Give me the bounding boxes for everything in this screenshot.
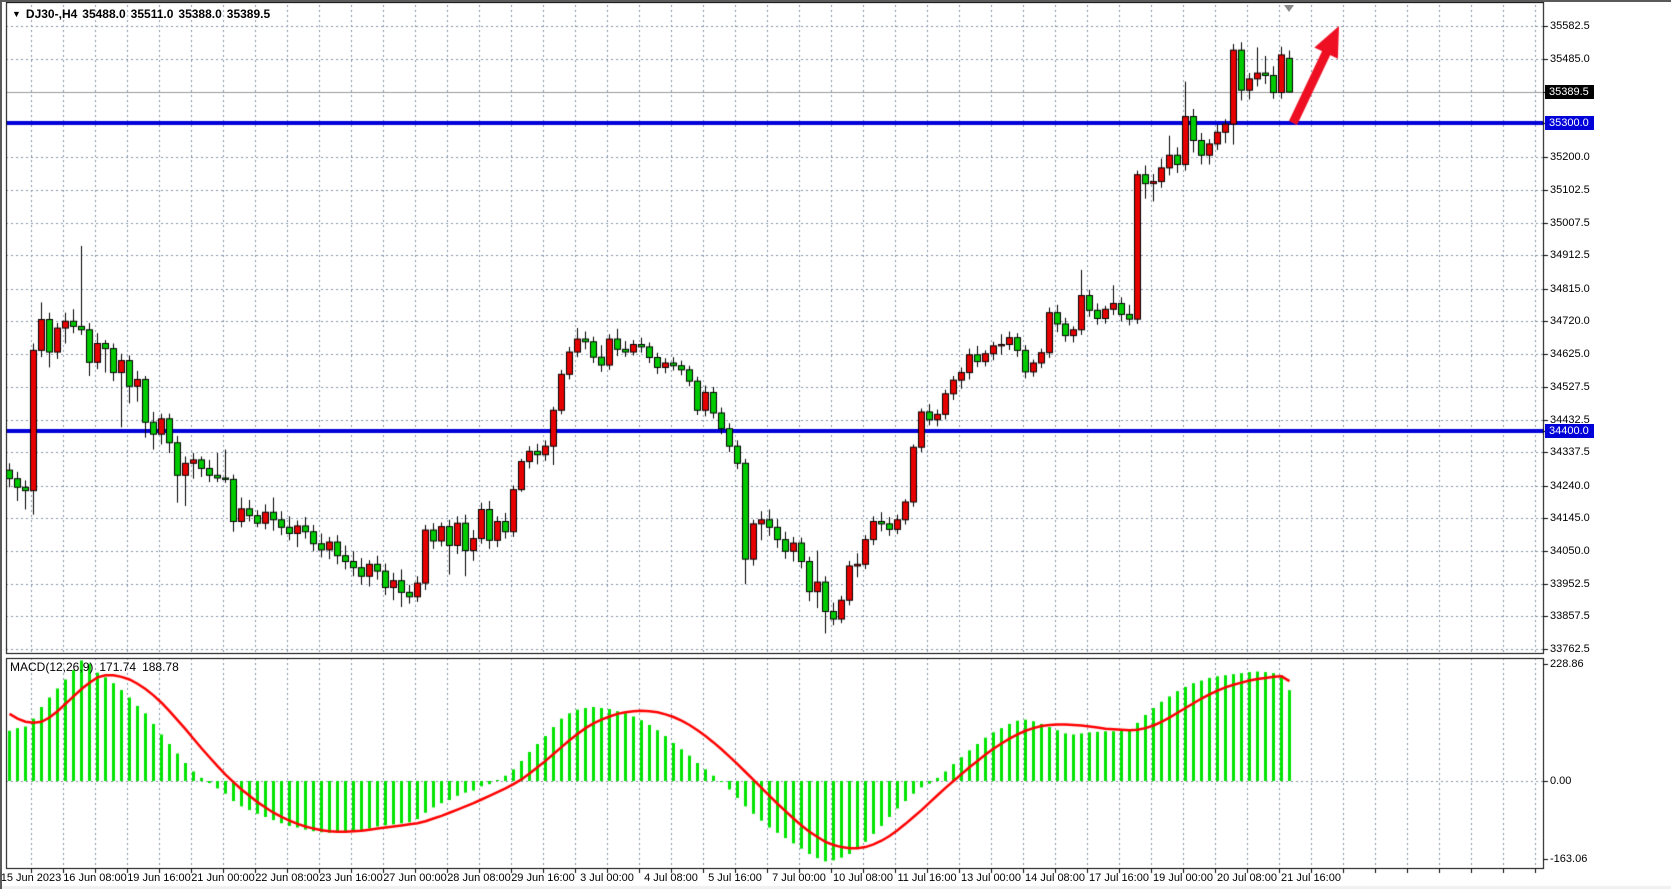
chart-end-marker-icon[interactable] — [1284, 5, 1294, 12]
price-axis-label: 34527.5 — [1550, 381, 1590, 394]
price-axis-label: 33857.5 — [1550, 610, 1590, 623]
time-axis-label: 16 Jun 08:00 — [63, 872, 127, 884]
price-axis-label: 33952.5 — [1550, 577, 1590, 590]
macd-indicator-label: MACD(12,26,9) 171.74 188.78 — [10, 660, 179, 674]
price-axis-label: 35102.5 — [1550, 184, 1590, 197]
bar-low-value: 35388.0 — [178, 7, 222, 21]
time-axis-label: 23 Jun 16:00 — [319, 872, 383, 884]
price-axis-label: 33762.5 — [1550, 643, 1590, 655]
chart-title: ▼ DJ30-,H4 35488.0 35511.0 35388.0 35389… — [12, 7, 270, 21]
time-axis-label: 3 Jul 00:00 — [580, 872, 634, 884]
macd-scale-label: 0.00 — [1550, 775, 1572, 787]
time-axis-label: 4 Jul 08:00 — [644, 872, 698, 884]
time-axis-label: 15 Jun 2023 — [0, 872, 62, 884]
time-axis-label: 11 Jul 16:00 — [897, 872, 957, 884]
price-axis-label: 34625.0 — [1550, 347, 1590, 360]
symbol-timeframe-label: DJ30-,H4 — [25, 7, 78, 21]
macd-signal-value: 188.78 — [142, 660, 179, 674]
macd-main-value: 171.74 — [99, 660, 137, 674]
price-axis-label: 34432.5 — [1550, 413, 1590, 426]
bar-open-value: 35488.0 — [82, 7, 126, 21]
time-axis-label: 20 Jul 08:00 — [1217, 872, 1277, 884]
price-axis-label: 35485.0 — [1550, 53, 1590, 66]
time-axis-label: 28 Jun 08:00 — [447, 872, 511, 884]
macd-scale-label: 228.86 — [1550, 658, 1584, 670]
price-axis-label: 35582.5 — [1550, 20, 1590, 32]
time-axis-label: 21 Jul 16:00 — [1281, 872, 1341, 884]
time-axis-label: 13 Jul 00:00 — [961, 872, 1021, 884]
time-axis-label: 29 Jun 16:00 — [511, 872, 575, 884]
level-price-tag: 34400.0 — [1545, 423, 1594, 438]
time-axis-label: 19 Jul 00:00 — [1153, 872, 1213, 884]
price-axis-label: 34145.0 — [1550, 512, 1590, 525]
macd-name: MACD(12,26,9) — [10, 660, 94, 674]
time-axis-label: 21 Jun 00:00 — [191, 872, 255, 884]
time-axis-label: 14 Jul 08:00 — [1025, 872, 1085, 884]
price-axis-label: 35007.5 — [1550, 216, 1590, 229]
price-axis-label: 34720.0 — [1550, 315, 1590, 328]
price-axis-label: 34240.0 — [1550, 479, 1590, 492]
time-axis-label: 22 Jun 08:00 — [255, 872, 319, 884]
price-axis-label: 34050.0 — [1550, 544, 1590, 557]
price-axis-label: 35200.0 — [1550, 150, 1590, 163]
chevron-down-icon[interactable]: ▼ — [12, 9, 21, 19]
macd-scale-label: -163.06 — [1550, 853, 1588, 865]
bar-high-value: 35511.0 — [130, 7, 174, 21]
time-axis-label: 10 Jul 08:00 — [833, 872, 893, 884]
price-axis-label: 34337.5 — [1550, 446, 1590, 459]
price-axis-label: 34912.5 — [1550, 249, 1590, 262]
time-axis-label: 5 Jul 16:00 — [708, 872, 762, 884]
time-axis-label: 17 Jul 16:00 — [1089, 872, 1149, 884]
bar-close-value: 35389.5 — [226, 7, 271, 21]
price-axis-label: 34815.0 — [1550, 282, 1590, 295]
current-price-tag: 35389.5 — [1545, 85, 1594, 100]
time-axis-label: 19 Jun 16:00 — [127, 872, 191, 884]
time-axis-label: 7 Jul 00:00 — [772, 872, 826, 884]
time-axis-label: 27 Jun 00:00 — [383, 872, 447, 884]
level-price-tag: 35300.0 — [1545, 115, 1594, 130]
